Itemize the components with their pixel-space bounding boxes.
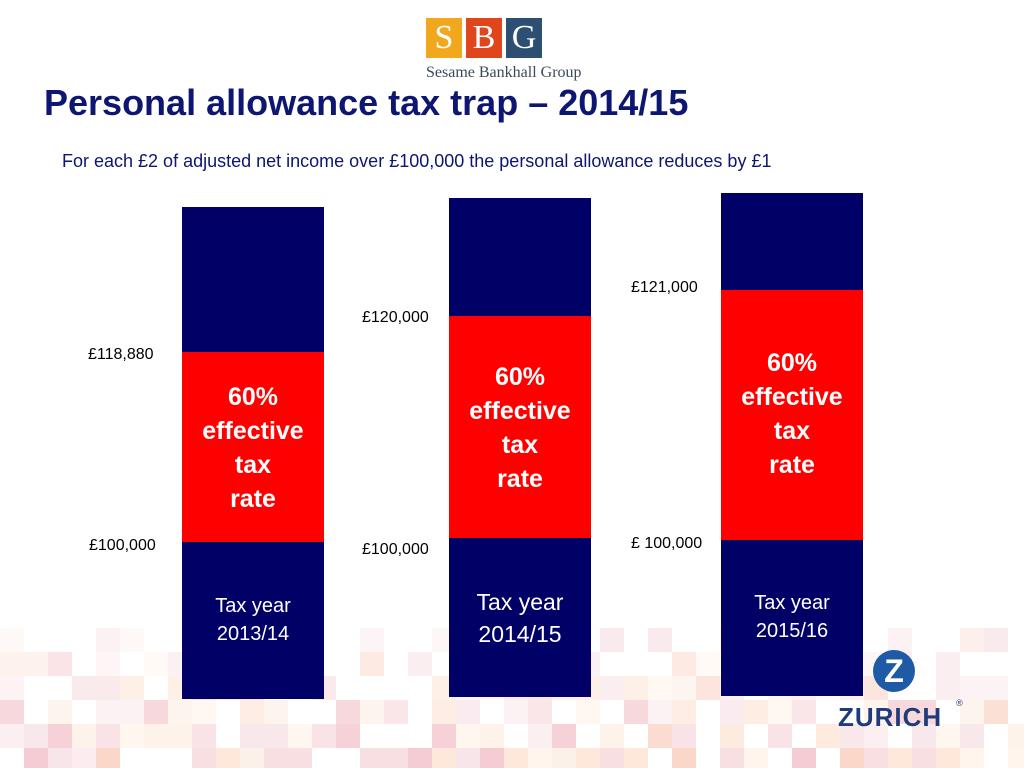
sbg-logo-name: Sesame Bankhall Group <box>426 64 582 81</box>
tax-year-label: Tax year 2013/14 <box>182 592 324 648</box>
slide-title: Personal allowance tax trap – 2014/15 <box>44 82 689 123</box>
slide-subtitle: For each £2 of adjusted net income over … <box>62 151 772 171</box>
sbg-logo-letter-s: S <box>426 18 462 58</box>
bar-60-percent-band: 60% effective tax rate <box>449 316 591 538</box>
tax-year-line-2: 2014/15 <box>478 621 562 647</box>
band-label: 60% effective tax rate <box>721 346 863 482</box>
registered-mark: ® <box>956 698 963 708</box>
band-line-rate-percent: 60% <box>494 363 546 391</box>
band-line-effective: effective <box>202 417 304 445</box>
band-line-effective: effective <box>469 397 571 425</box>
zurich-logo: Z ZURICH ® <box>836 650 966 732</box>
threshold-lower-label: £ 100,000 <box>631 535 703 552</box>
bar-upper-segment <box>449 198 591 316</box>
tax-year-bar-2014-15: 60% effective tax rate Tax year 2014/15 <box>449 198 591 697</box>
zurich-wordmark: ZURICH <box>838 702 943 732</box>
tax-year-label: Tax year 2014/15 <box>449 586 591 650</box>
bar-60-percent-band: 60% effective tax rate <box>721 290 863 540</box>
threshold-upper-label: £118,880 <box>88 346 154 363</box>
sbg-logo: S B G Sesame Bankhall Group <box>426 18 602 86</box>
bar-lower-segment: Tax year 2013/14 <box>182 542 324 699</box>
band-line-rate: rate <box>497 465 543 493</box>
bar-upper-segment <box>721 193 863 290</box>
threshold-upper-label: £121,000 <box>631 279 698 296</box>
tax-year-bar-2015-16: 60% effective tax rate Tax year 2015/16 <box>721 193 863 696</box>
sbg-logo-letter-b: B <box>466 18 502 58</box>
bar-60-percent-band: 60% effective tax rate <box>182 352 324 542</box>
band-line-tax: tax <box>501 431 539 459</box>
band-line-rate: rate <box>769 451 815 479</box>
zurich-z-icon: Z <box>873 650 915 692</box>
threshold-lower-label: £100,000 <box>89 537 156 554</box>
band-label: 60% effective tax rate <box>449 360 591 496</box>
band-line-rate-percent: 60% <box>766 349 818 377</box>
band-label: 60% effective tax rate <box>182 380 324 516</box>
tax-year-line-1: Tax year <box>476 589 564 615</box>
threshold-upper-label: £120,000 <box>362 309 429 326</box>
sbg-logo-letter-g: G <box>506 18 542 58</box>
tax-year-line-1: Tax year <box>754 592 830 614</box>
tax-year-bar-2013-14: 60% effective tax rate Tax year 2013/14 <box>182 207 324 699</box>
band-line-tax: tax <box>773 417 811 445</box>
tax-year-line-2: 2015/16 <box>755 620 829 642</box>
band-line-rate: rate <box>230 485 276 513</box>
tax-year-line-1: Tax year <box>215 595 291 617</box>
threshold-lower-label: £100,000 <box>362 541 429 558</box>
bar-upper-segment <box>182 207 324 352</box>
bar-lower-segment: Tax year 2015/16 <box>721 540 863 696</box>
tax-year-line-2: 2013/14 <box>216 623 290 645</box>
bar-lower-segment: Tax year 2014/15 <box>449 538 591 697</box>
tax-year-label: Tax year 2015/16 <box>721 589 863 645</box>
band-line-effective: effective <box>741 383 843 411</box>
band-line-rate-percent: 60% <box>227 383 279 411</box>
band-line-tax: tax <box>234 451 272 479</box>
